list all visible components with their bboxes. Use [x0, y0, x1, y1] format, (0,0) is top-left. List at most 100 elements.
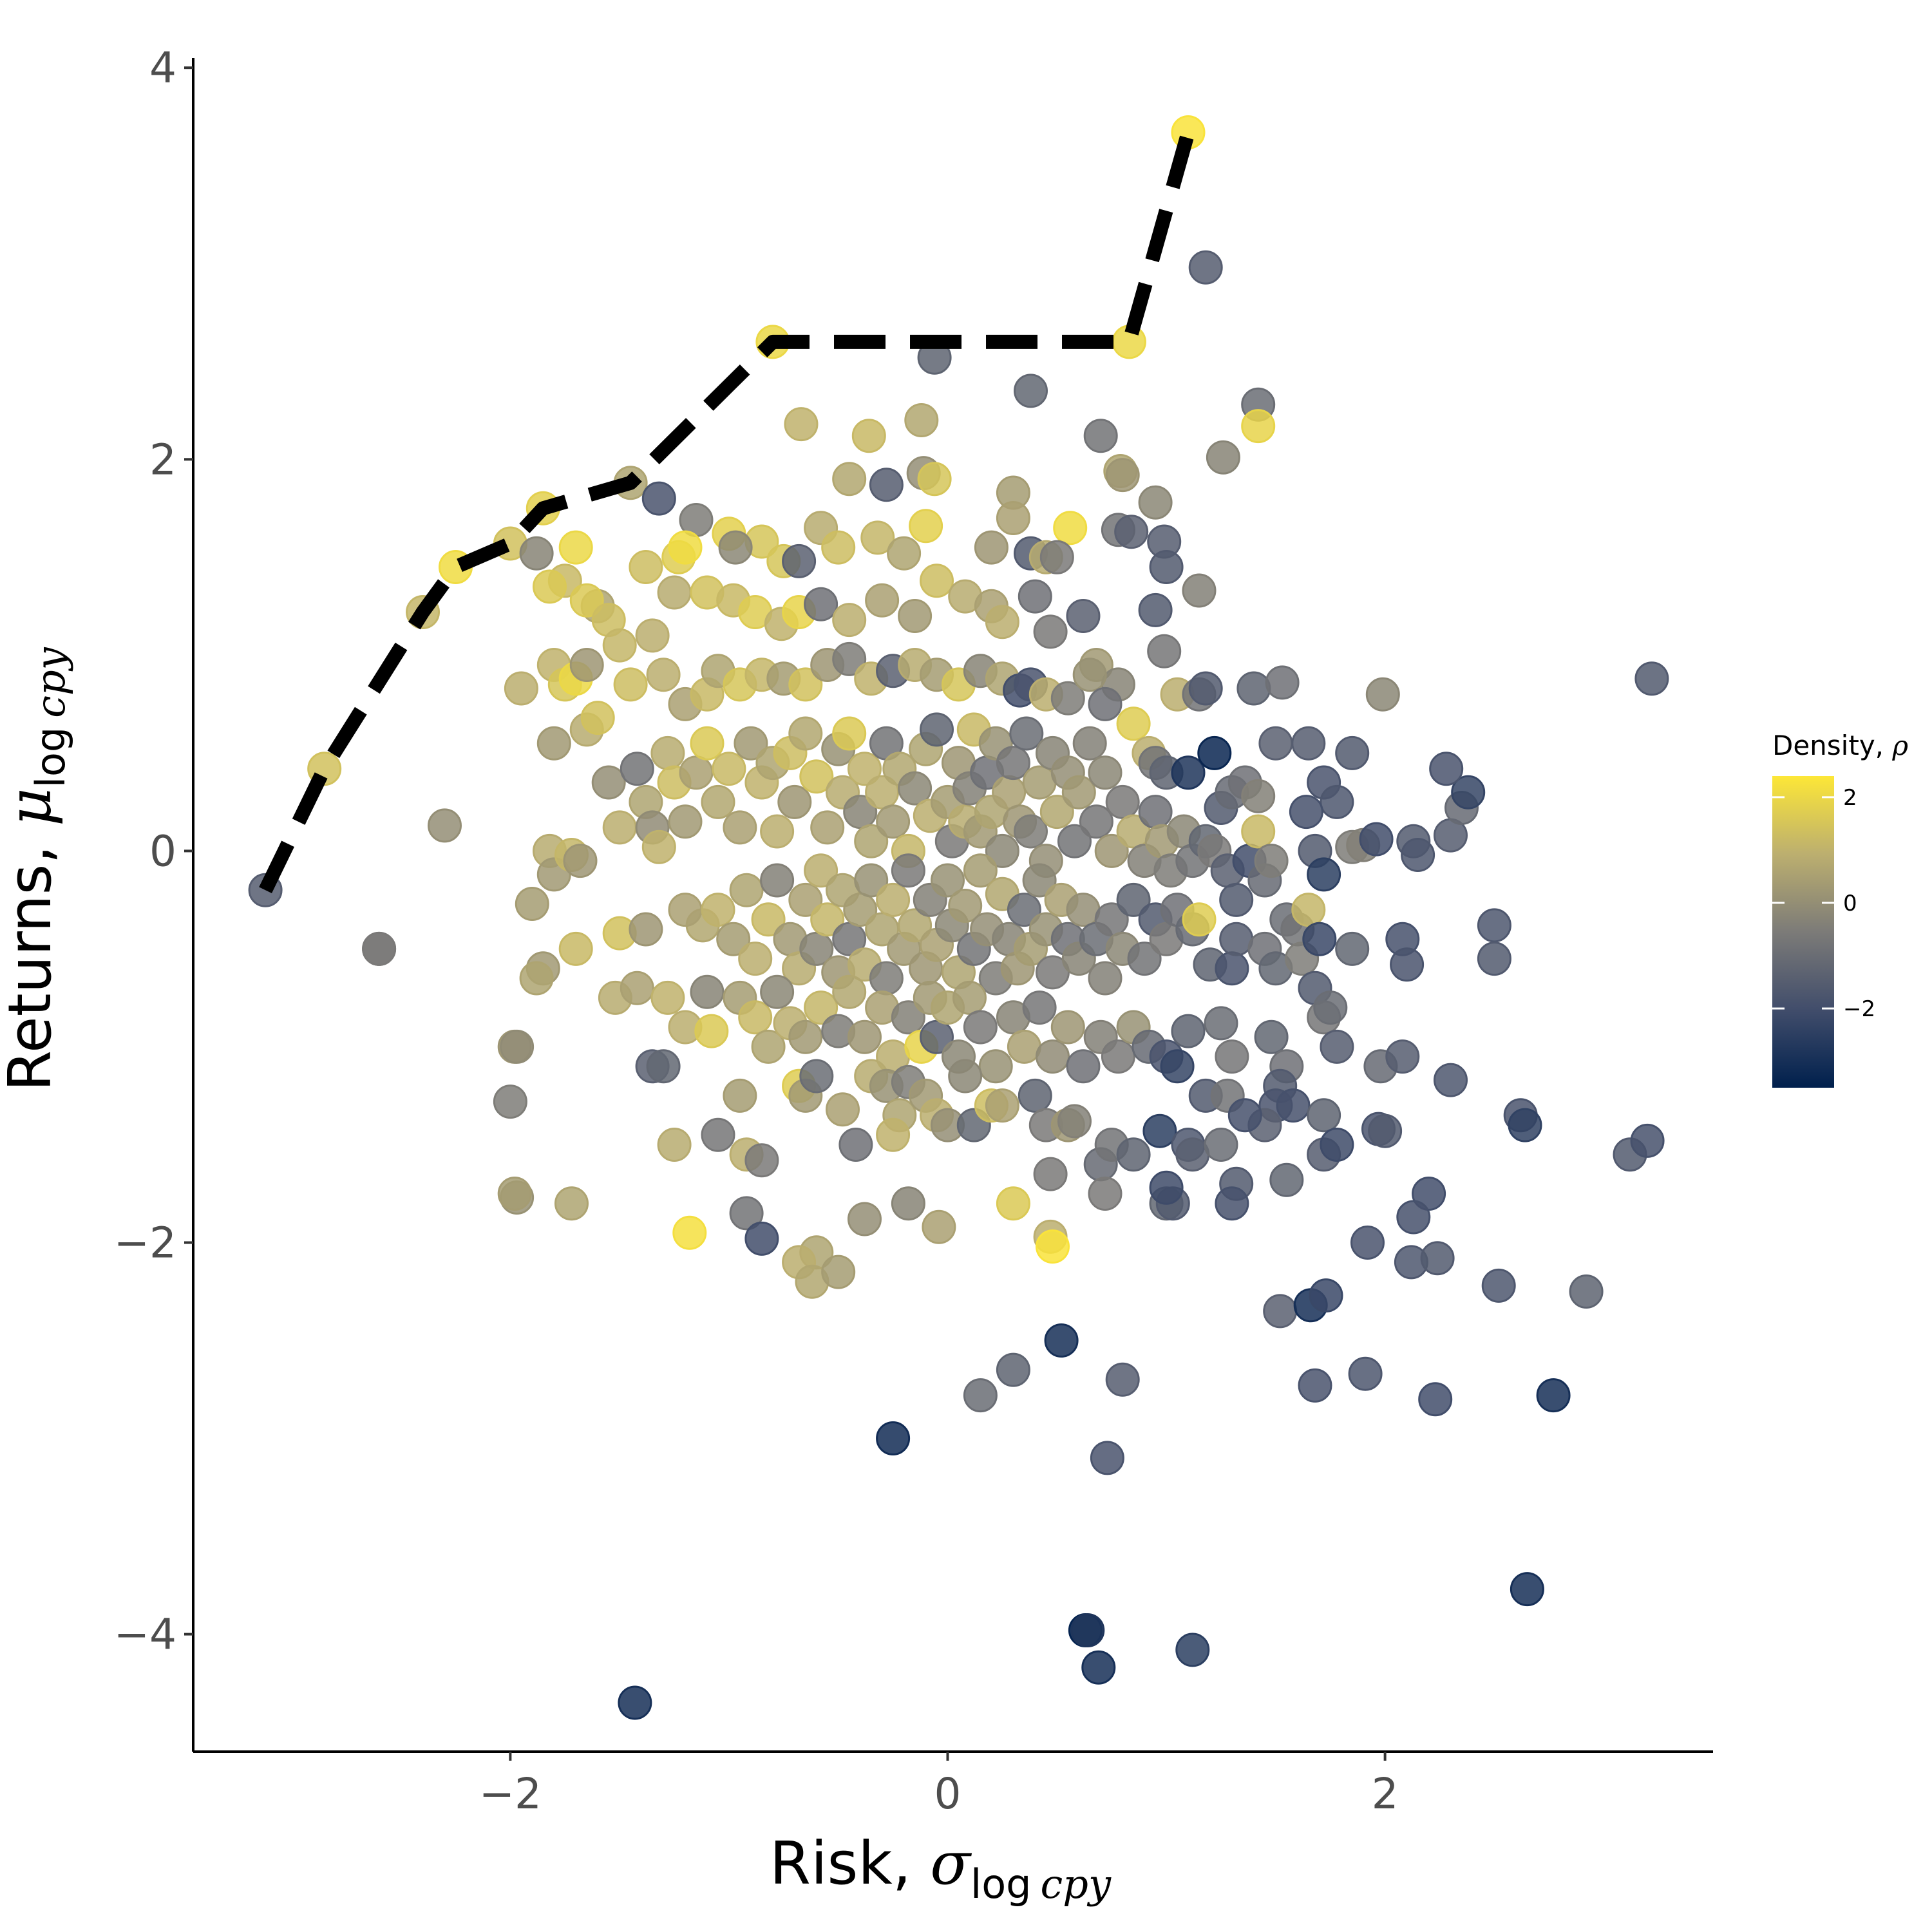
data-point — [1258, 726, 1293, 761]
data-point — [1481, 1268, 1516, 1303]
data-point — [712, 752, 746, 786]
data-point — [832, 641, 867, 676]
data-point — [804, 853, 838, 888]
data-point — [1057, 1104, 1092, 1139]
data-point — [1385, 1039, 1420, 1074]
data-point — [804, 990, 838, 1025]
data-point — [832, 974, 867, 1009]
data-point — [1088, 687, 1122, 721]
data-point — [920, 1019, 954, 1054]
data-point — [493, 1084, 527, 1119]
data-point — [891, 853, 925, 888]
data-point — [832, 603, 867, 638]
data-point — [751, 1029, 786, 1064]
data-point — [1053, 511, 1088, 545]
data-point — [1265, 665, 1300, 700]
data-point — [1033, 614, 1068, 649]
data-point — [1175, 1633, 1210, 1667]
legend-tick-label: −2 — [1843, 996, 1875, 1022]
data-point — [1418, 1382, 1453, 1417]
data-point — [854, 824, 889, 858]
data-point — [500, 1029, 535, 1064]
data-point — [1083, 419, 1118, 453]
data-point — [744, 1221, 779, 1256]
data-point — [860, 520, 895, 555]
data-point — [810, 902, 845, 937]
data-point — [865, 775, 900, 810]
data-point — [1105, 1362, 1140, 1397]
data-point — [679, 755, 714, 790]
data-point — [1116, 706, 1151, 741]
data-point — [672, 1215, 707, 1250]
data-point — [641, 481, 676, 516]
legend-colorbar — [1772, 776, 1834, 1088]
data-point — [963, 853, 998, 888]
data-point — [1204, 1128, 1238, 1162]
data-point — [760, 974, 795, 1009]
data-point — [848, 1019, 882, 1054]
data-point — [920, 564, 954, 598]
data-point — [1206, 440, 1240, 475]
data-point — [1079, 804, 1113, 839]
data-point — [1536, 1378, 1571, 1413]
data-point — [974, 530, 1009, 565]
data-point — [563, 844, 598, 878]
data-point — [1320, 1128, 1354, 1162]
data-point — [1171, 755, 1206, 790]
data-point — [1066, 1049, 1101, 1084]
data-point — [799, 759, 834, 794]
data-point — [848, 1202, 882, 1236]
data-point — [629, 912, 663, 947]
data-point — [646, 1049, 681, 1084]
data-point — [1508, 1108, 1542, 1142]
data-point — [1630, 1123, 1665, 1158]
data-point — [1094, 833, 1129, 868]
data-point — [580, 701, 615, 735]
data-point — [832, 716, 867, 751]
data-point — [515, 887, 549, 921]
y-axis-title-symbol: μ — [0, 788, 64, 826]
data-point — [690, 974, 724, 1009]
data-point — [744, 1143, 779, 1178]
data-point — [1269, 1162, 1304, 1197]
data-point — [1138, 592, 1173, 627]
y-tick-label: 2 — [149, 435, 176, 484]
data-point — [602, 628, 637, 663]
data-point — [1236, 671, 1271, 706]
data-point — [1276, 1088, 1311, 1123]
data-point — [1215, 951, 1249, 986]
data-point — [1219, 882, 1254, 917]
data-point — [536, 726, 571, 761]
data-point — [602, 810, 637, 845]
data-point — [854, 863, 889, 898]
legend-ticks: −2 0 2 — [1772, 785, 1875, 1022]
data-point — [1072, 658, 1107, 692]
data-point — [1036, 955, 1070, 990]
data-point — [519, 961, 554, 996]
data-point — [788, 882, 823, 917]
data-point — [1365, 677, 1400, 712]
data-point — [1188, 671, 1223, 706]
data-point — [1420, 1241, 1455, 1276]
data-point — [729, 873, 764, 907]
data-point — [1263, 1294, 1298, 1329]
data-point — [1320, 784, 1354, 819]
data-point — [760, 863, 795, 898]
data-point — [1291, 726, 1326, 761]
y-tick-label: 0 — [149, 826, 176, 876]
data-point — [1175, 1137, 1210, 1172]
data-point — [1160, 1049, 1195, 1084]
data-point — [1350, 1226, 1385, 1260]
data-point — [876, 1117, 911, 1152]
data-point — [1105, 784, 1140, 819]
y-tick-label: 4 — [149, 43, 176, 93]
data-point — [1094, 902, 1129, 937]
data-point — [1219, 922, 1254, 956]
data-point — [898, 771, 933, 806]
y-axis-title-prefix: Returns, — [0, 826, 64, 1092]
data-point — [738, 942, 773, 976]
data-point — [428, 808, 462, 843]
efficient-frontier-line — [259, 130, 1195, 894]
x-axis-title-prefix: Risk, — [770, 1829, 930, 1898]
data-point — [620, 752, 654, 786]
